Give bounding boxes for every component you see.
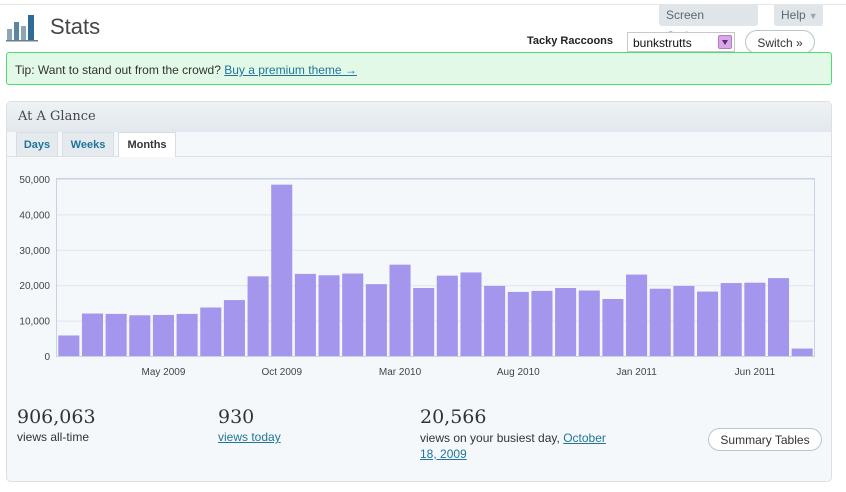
chart-bar xyxy=(294,273,316,356)
today-label-wrap: views today xyxy=(218,430,281,444)
chart-y-axis: 0 10,000 20,000 30,000 40,000 50,000 xyxy=(19,175,50,363)
chart-bar xyxy=(767,278,790,356)
chart-bar xyxy=(200,307,222,356)
top-border xyxy=(0,4,846,5)
tabs-divider xyxy=(7,156,831,157)
chart-bar xyxy=(673,285,695,356)
x-tick-label: Jan 2011 xyxy=(616,367,657,378)
views-chart: 0 10,000 20,000 30,000 40,000 50,000 May 2009… xyxy=(19,175,815,378)
chart-bar xyxy=(58,335,80,356)
tip-text: Tip: Want to stand out from the crowd? xyxy=(15,63,221,77)
chart-bar xyxy=(436,275,458,356)
busiest-label-wrap: views on your busiest day, October 18, 2… xyxy=(420,430,620,462)
chart-bar xyxy=(460,272,482,356)
chart-bar xyxy=(531,290,553,356)
views-today-link[interactable]: views today xyxy=(218,430,281,444)
stats-icon xyxy=(6,15,38,42)
y-tick-label: 0 xyxy=(44,352,50,363)
x-tick-label: May 2009 xyxy=(141,367,185,378)
tip-text-wrap: Tip: Want to stand out from the crowd? B… xyxy=(15,63,357,77)
chart-bar xyxy=(555,288,577,356)
y-tick-label: 50,000 xyxy=(19,175,50,186)
stat-busiest: 20,566 views on your busiest day, Octobe… xyxy=(420,406,620,462)
page-title: Stats xyxy=(50,14,101,39)
chart-bar xyxy=(578,290,600,356)
chart-bar xyxy=(484,285,506,356)
panel-header: At A Glance xyxy=(7,102,831,132)
busiest-label: views on your busiest day, xyxy=(420,431,560,445)
chart-bar xyxy=(129,315,151,356)
summary-tables-button[interactable]: Summary Tables xyxy=(708,428,822,451)
chevron-down-icon xyxy=(718,35,732,49)
premium-theme-link[interactable]: Buy a premium theme → xyxy=(224,63,357,77)
all-time-value: 906,063 xyxy=(17,406,96,428)
switch-button[interactable]: Switch » xyxy=(745,30,815,54)
tip-notice: Tip: Want to stand out from the crowd? B… xyxy=(6,52,832,85)
chart-bar xyxy=(176,313,198,356)
all-time-label: views all-time xyxy=(17,430,90,444)
chart-bar xyxy=(507,291,529,356)
tab-months[interactable]: Months xyxy=(118,132,176,157)
chart-bar xyxy=(271,184,293,356)
x-tick-label: Oct 2009 xyxy=(261,367,302,378)
today-value: 930 xyxy=(218,406,255,428)
chart-bar xyxy=(413,288,435,356)
chart-bar xyxy=(247,276,269,356)
y-tick-label: 40,000 xyxy=(19,210,50,221)
help-label: Help xyxy=(781,8,806,22)
chart-bar xyxy=(152,314,174,356)
x-tick-label: Jun 2011 xyxy=(735,367,776,378)
busiest-value: 20,566 xyxy=(420,406,487,428)
chart-bar xyxy=(720,283,742,356)
chart-bars xyxy=(58,184,813,356)
chart-bar xyxy=(697,291,719,356)
y-tick-label: 10,000 xyxy=(19,317,50,328)
busiest-day-link[interactable]: October 18, 2009 xyxy=(420,431,606,461)
screen-options-button[interactable]: Screen Options▼ xyxy=(659,5,758,43)
chart-plot-border xyxy=(56,178,815,357)
chart-bar xyxy=(223,300,245,356)
chart-bar xyxy=(791,348,813,356)
chart-bar xyxy=(105,313,127,356)
chart-x-axis: May 2009 Oct 2009 Mar 2010 Aug 2010 Jan 2011… xyxy=(141,367,775,378)
chart-bar xyxy=(342,273,364,356)
stat-today: 930 views today xyxy=(218,406,281,444)
y-tick-label: 30,000 xyxy=(19,246,50,257)
stat-all-time: 906,063 views all-time xyxy=(17,406,96,444)
chart-bar xyxy=(649,288,671,356)
tab-days[interactable]: Days xyxy=(16,132,58,156)
blog-name: Tacky Raccoons xyxy=(527,35,614,47)
chart-bar xyxy=(389,264,411,356)
help-button[interactable]: Help ▼ xyxy=(774,5,823,26)
chart-bar xyxy=(602,299,624,356)
x-tick-label: Mar 2010 xyxy=(379,367,422,378)
blog-select-value: bunkstrutts xyxy=(633,36,692,50)
blog-select[interactable]: bunkstrutts xyxy=(627,32,735,52)
chart-bar xyxy=(318,275,340,356)
y-tick-label: 20,000 xyxy=(19,281,50,292)
tab-weeks[interactable]: Weeks xyxy=(62,132,114,156)
chart-bar xyxy=(626,274,648,356)
chart-bar xyxy=(81,313,104,356)
x-tick-label: Aug 2010 xyxy=(497,367,540,378)
panel-title: At A Glance xyxy=(18,109,96,124)
triangle-down-icon: ▼ xyxy=(808,11,818,21)
chart-bar xyxy=(365,284,387,356)
chart-bar xyxy=(744,282,766,356)
